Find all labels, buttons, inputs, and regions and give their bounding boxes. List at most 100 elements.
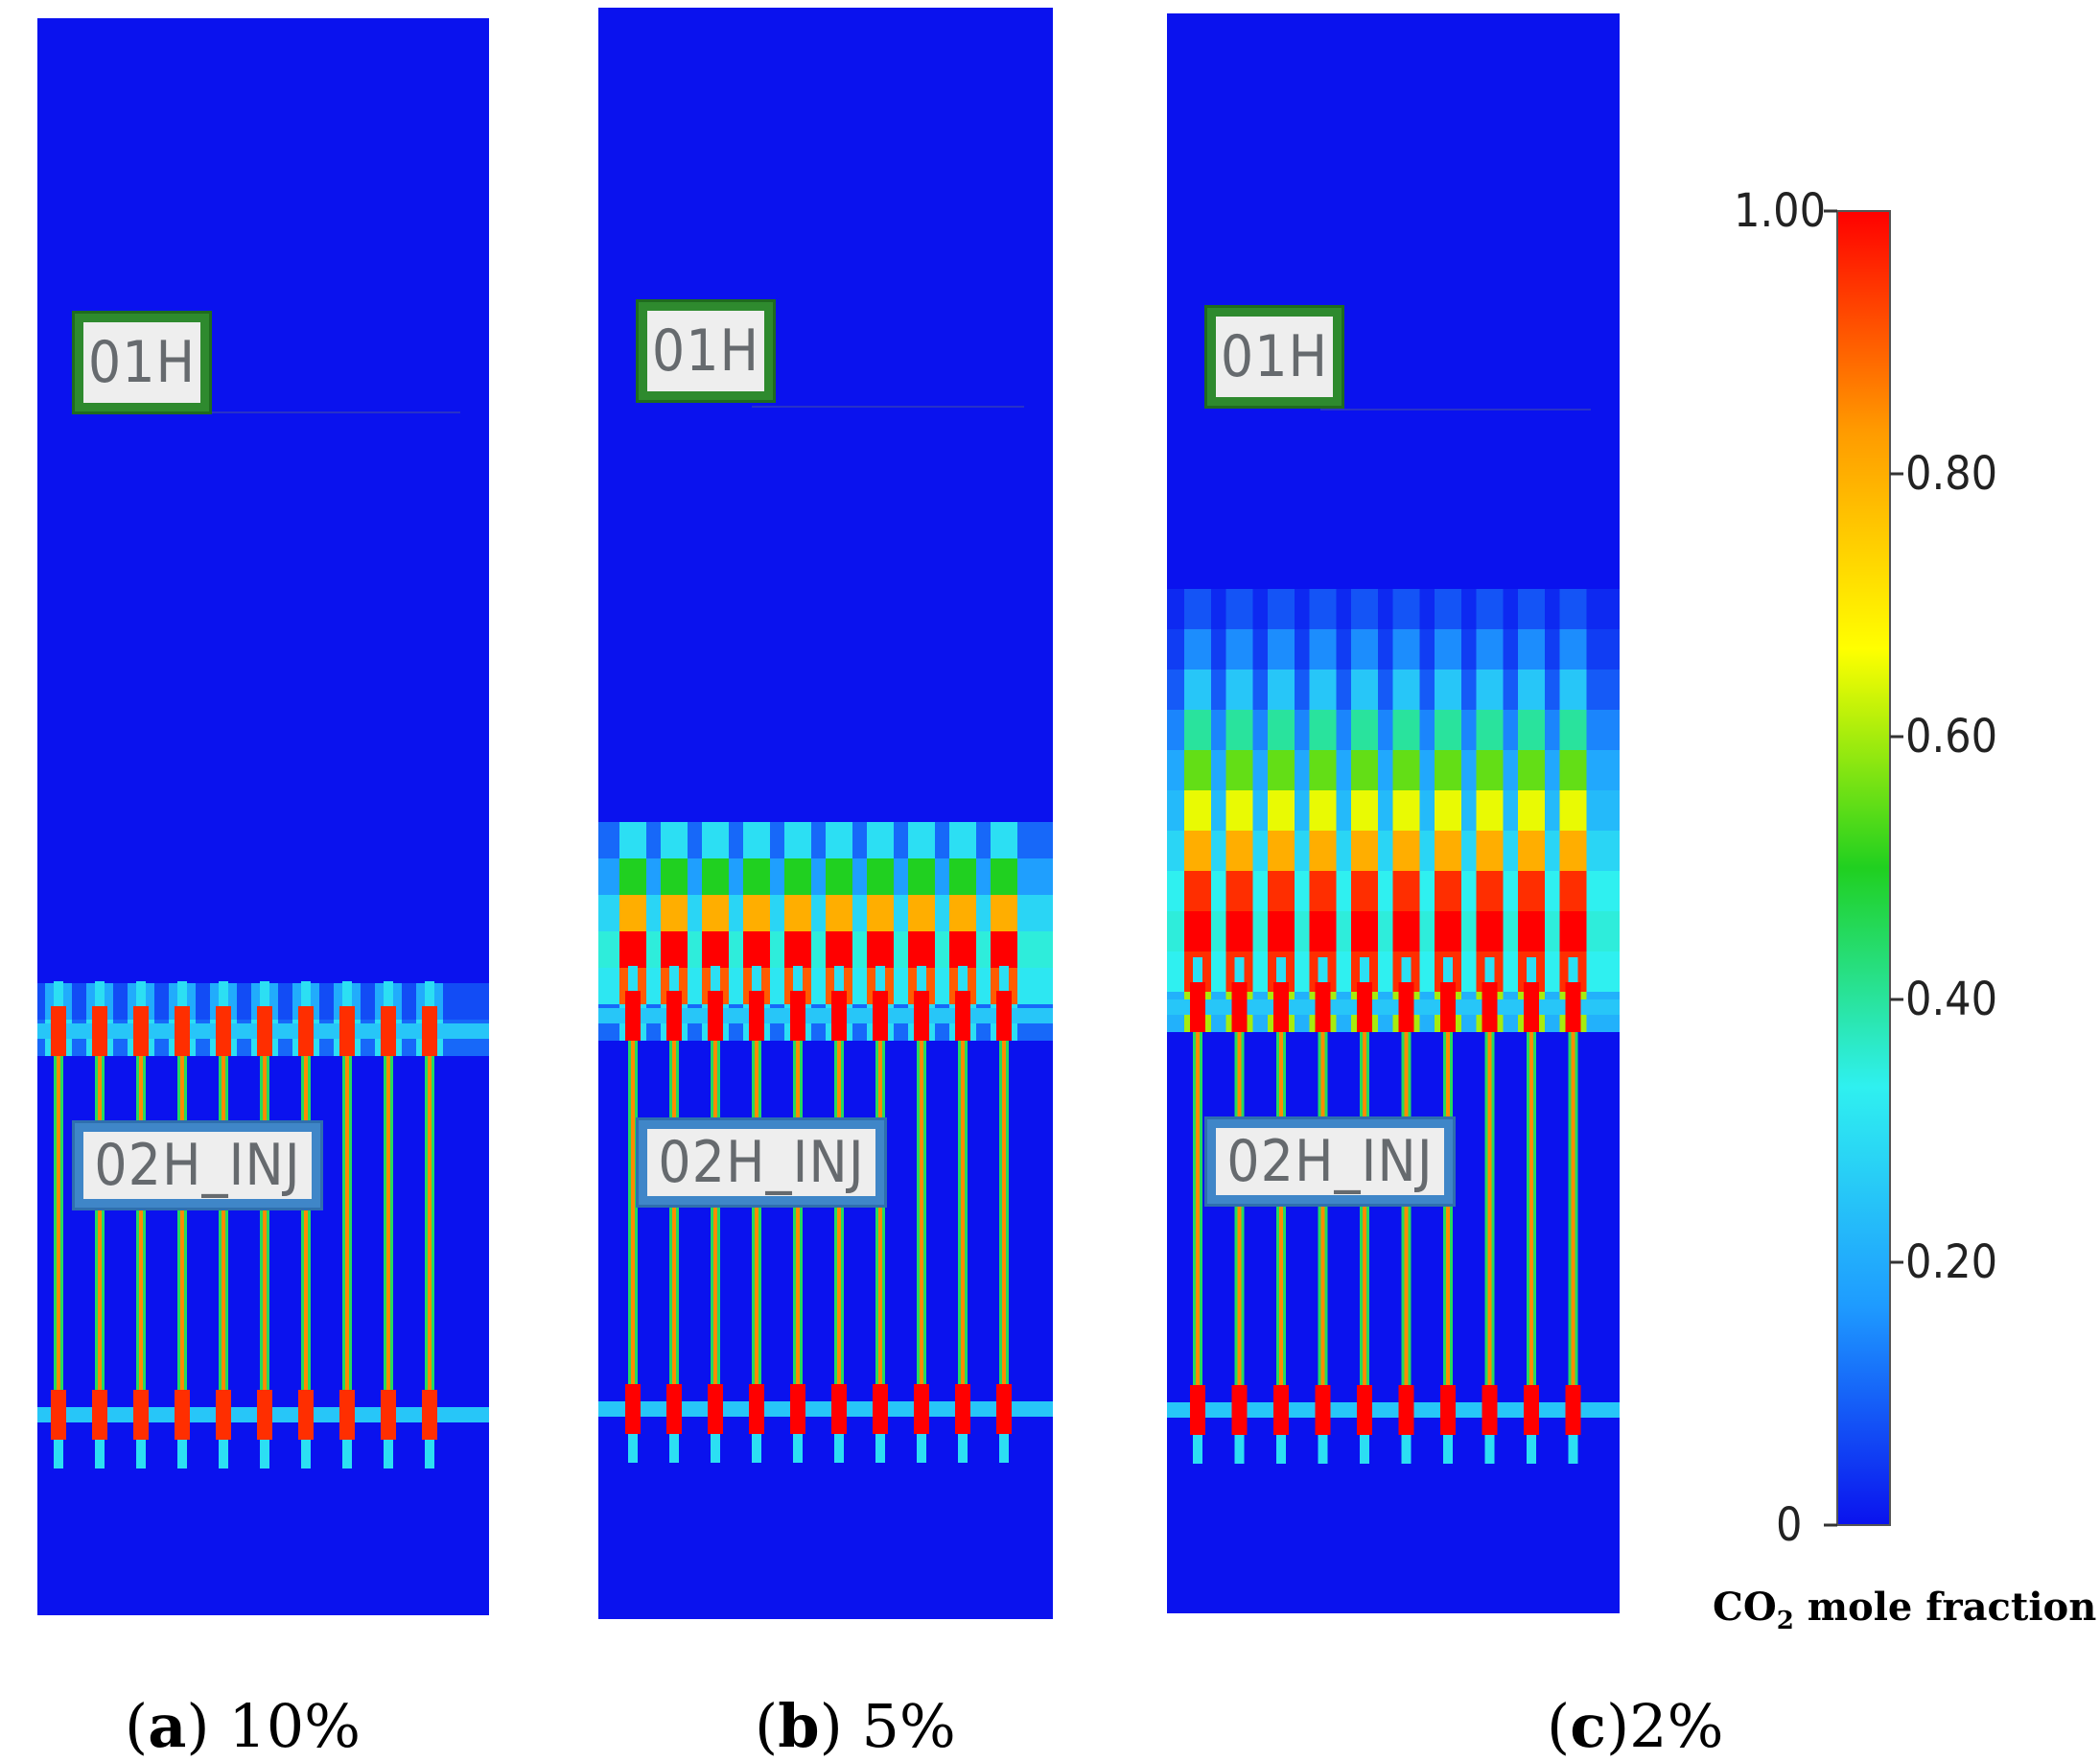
junction-upper	[381, 1006, 396, 1056]
producer-trace	[752, 406, 1024, 408]
well-core	[1571, 982, 1575, 1435]
tip-upper	[95, 981, 105, 1006]
plume-cell	[908, 931, 935, 968]
plume-cell	[1309, 871, 1337, 911]
junction-upper	[422, 1006, 437, 1056]
plume-cell	[1392, 831, 1420, 871]
junction-lower	[708, 1384, 723, 1434]
tip-lower	[875, 1434, 885, 1463]
plume-cell	[867, 858, 894, 895]
tip-upper	[875, 966, 885, 991]
tip-upper	[384, 981, 393, 1006]
junction-upper	[1524, 982, 1539, 1032]
plume-cell	[1225, 589, 1253, 629]
plume-cell	[619, 822, 646, 858]
plume-cell	[1476, 750, 1504, 790]
plume-cell	[1518, 871, 1545, 911]
tip-lower	[1443, 1435, 1453, 1464]
plume-cell	[1184, 589, 1211, 629]
junction-lower	[1357, 1385, 1372, 1435]
well-core	[1320, 982, 1325, 1435]
junction-lower	[1482, 1385, 1498, 1435]
producer-trace	[191, 411, 460, 413]
plume-cell	[1559, 790, 1587, 831]
junction-upper	[790, 991, 805, 1041]
plume-cell	[743, 858, 770, 895]
junction-upper	[1315, 982, 1331, 1032]
plume-cell	[1392, 911, 1420, 951]
tip-upper	[136, 981, 146, 1006]
well-core	[1529, 982, 1533, 1435]
colorbar-tick-label: 0.80	[1905, 447, 1998, 501]
well-core	[180, 1006, 184, 1440]
plume-cell	[1559, 629, 1587, 670]
plume-cell	[1518, 710, 1545, 750]
tip-upper	[711, 966, 720, 991]
plume-cell	[661, 858, 688, 895]
plume-cell	[1309, 750, 1337, 790]
plume-cell	[1559, 831, 1587, 871]
caption-b: (b) 5%	[755, 1691, 956, 1761]
junction-lower	[914, 1384, 929, 1434]
plume-cell	[1435, 831, 1461, 871]
junction-upper	[955, 991, 970, 1041]
plume-cell	[1392, 750, 1420, 790]
plume-cell	[1351, 750, 1378, 790]
junction-upper	[1482, 982, 1498, 1032]
colorbar	[1824, 209, 1903, 1527]
plume-cell	[1392, 670, 1420, 710]
junction-lower	[1524, 1385, 1539, 1435]
plume-cell	[784, 858, 811, 895]
plume-cell	[619, 931, 646, 968]
tip-upper	[669, 966, 679, 991]
plume-cell	[1184, 629, 1211, 670]
plume-cell	[991, 822, 1017, 858]
plume-cell	[826, 895, 852, 931]
plume-cell	[1351, 911, 1378, 951]
plume-cell	[826, 931, 852, 968]
plume-cell	[1518, 750, 1545, 790]
junction-lower	[1190, 1385, 1205, 1435]
plume-cell	[1559, 710, 1587, 750]
junction-lower	[133, 1390, 149, 1440]
plume-cell	[1435, 750, 1461, 790]
heatmap-a	[37, 411, 489, 1468]
tip-lower	[1360, 1435, 1369, 1464]
tip-lower	[793, 1434, 803, 1463]
well-core	[1002, 991, 1006, 1434]
colorbar-tick	[1824, 1523, 1837, 1527]
plume-cell	[1225, 710, 1253, 750]
caption-c: (c)2%	[1547, 1691, 1724, 1761]
plume-cell	[1268, 831, 1295, 871]
plume-cell	[949, 931, 976, 968]
junction-lower	[790, 1384, 805, 1434]
plume-cell	[1351, 710, 1378, 750]
tip-lower	[834, 1434, 844, 1463]
tip-lower	[1234, 1435, 1245, 1464]
plume-cell	[619, 858, 646, 895]
tip-lower	[669, 1434, 679, 1463]
junction-lower	[955, 1384, 970, 1434]
plume-cell	[949, 822, 976, 858]
colorbar-tick	[1890, 998, 1903, 1001]
tip-upper	[1568, 957, 1578, 982]
plume-cell	[1435, 790, 1461, 831]
junction-upper	[831, 991, 847, 1041]
tip-upper	[1193, 957, 1202, 982]
plume-cell	[1518, 670, 1545, 710]
colorbar-tick	[1824, 209, 1837, 213]
plume-cell	[661, 822, 688, 858]
tip-upper	[1484, 957, 1495, 982]
plume-cell	[1184, 911, 1211, 951]
plume-cell	[1309, 790, 1337, 831]
tip-lower	[219, 1440, 228, 1468]
plume-cell	[991, 931, 1017, 968]
tip-upper	[793, 966, 803, 991]
plume-cell	[867, 931, 894, 968]
tip-lower	[1527, 1435, 1536, 1464]
colorbar-gradient	[1836, 210, 1891, 1526]
junction-upper	[216, 1006, 231, 1056]
plume-cell	[1392, 589, 1420, 629]
well-core	[1404, 982, 1409, 1435]
well-core	[139, 1006, 143, 1440]
